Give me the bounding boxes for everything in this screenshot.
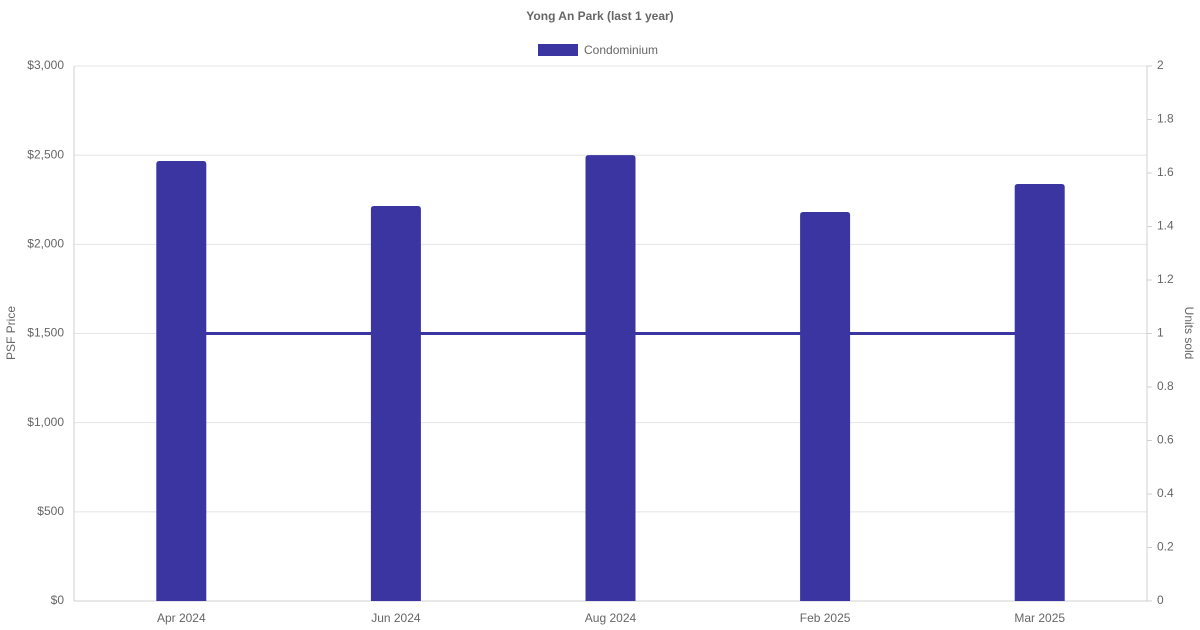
y-tick-label: $500 xyxy=(37,504,64,518)
chart-title: Yong An Park (last 1 year) xyxy=(526,9,673,23)
bar xyxy=(800,212,851,601)
y2-tick-label: 1 xyxy=(1157,326,1164,340)
y2-tick-label: 0.2 xyxy=(1157,540,1174,554)
y-tick-label: $0 xyxy=(51,593,65,607)
bar xyxy=(585,155,636,601)
y2-axis-label: Units sold xyxy=(1182,307,1196,360)
y2-tick-label: 2 xyxy=(1157,58,1164,72)
y2-tick-label: 0 xyxy=(1157,593,1164,607)
y2-tick-label: 0.6 xyxy=(1157,433,1174,447)
bar xyxy=(370,205,421,601)
y-tick-label: $2,500 xyxy=(27,147,64,161)
x-tick-label: Aug 2024 xyxy=(585,611,637,625)
bar xyxy=(156,161,207,601)
y-tick-label: $1,500 xyxy=(27,326,64,340)
y2-tick-label: 0.4 xyxy=(1157,486,1174,500)
x-tick-label: Apr 2024 xyxy=(157,611,206,625)
y-tick-label: $3,000 xyxy=(27,58,64,72)
bar xyxy=(1014,184,1065,601)
x-tick-label: Feb 2025 xyxy=(800,611,851,625)
legend-label: Condominium xyxy=(584,43,658,57)
y2-tick-label: 1.8 xyxy=(1157,112,1174,126)
y2-tick-label: 1.6 xyxy=(1157,165,1174,179)
y2-tick-label: 0.8 xyxy=(1157,379,1174,393)
y2-tick-label: 1.2 xyxy=(1157,272,1174,286)
y2-tick-label: 1.4 xyxy=(1157,219,1174,233)
x-tick-label: Mar 2025 xyxy=(1014,611,1065,625)
x-tick-label: Jun 2024 xyxy=(371,611,421,625)
y-tick-label: $2,000 xyxy=(27,237,64,251)
y-axis-label: PSF Price xyxy=(4,306,18,360)
legend-swatch xyxy=(538,44,578,56)
y-tick-label: $1,000 xyxy=(27,415,64,429)
